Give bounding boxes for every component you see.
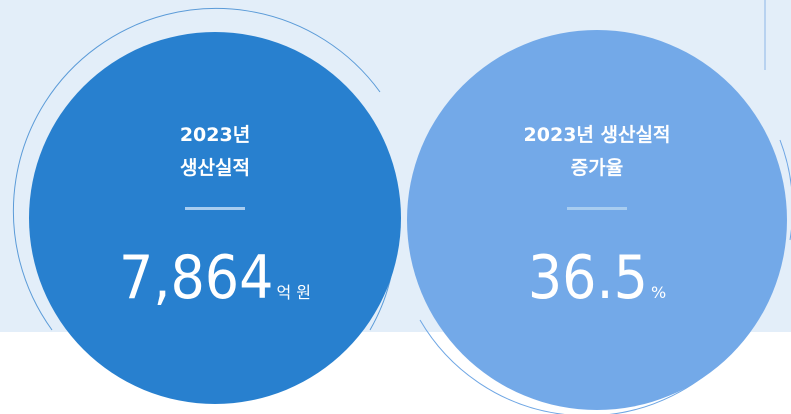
stat-circle (407, 30, 787, 410)
stat-circle (29, 32, 401, 404)
stat-unit: % (651, 283, 666, 302)
stat-figure: 36.5% (528, 243, 666, 313)
stat-value: 36.5 (528, 243, 648, 313)
card-title: 생산실적 (180, 157, 250, 179)
outline-arc (779, 139, 791, 241)
outline-arc (12, 7, 381, 331)
separator (567, 207, 627, 210)
card-title: 2023년 생산실적 (524, 124, 671, 146)
separator (185, 207, 245, 210)
stat-figure: 7,864 억 원 (119, 243, 311, 313)
stat-unit: 억 원 (276, 283, 311, 302)
stat-value: 7,864 (119, 243, 273, 313)
card-title: 2023년 (180, 124, 250, 146)
card-title: 증가율 (571, 157, 623, 179)
